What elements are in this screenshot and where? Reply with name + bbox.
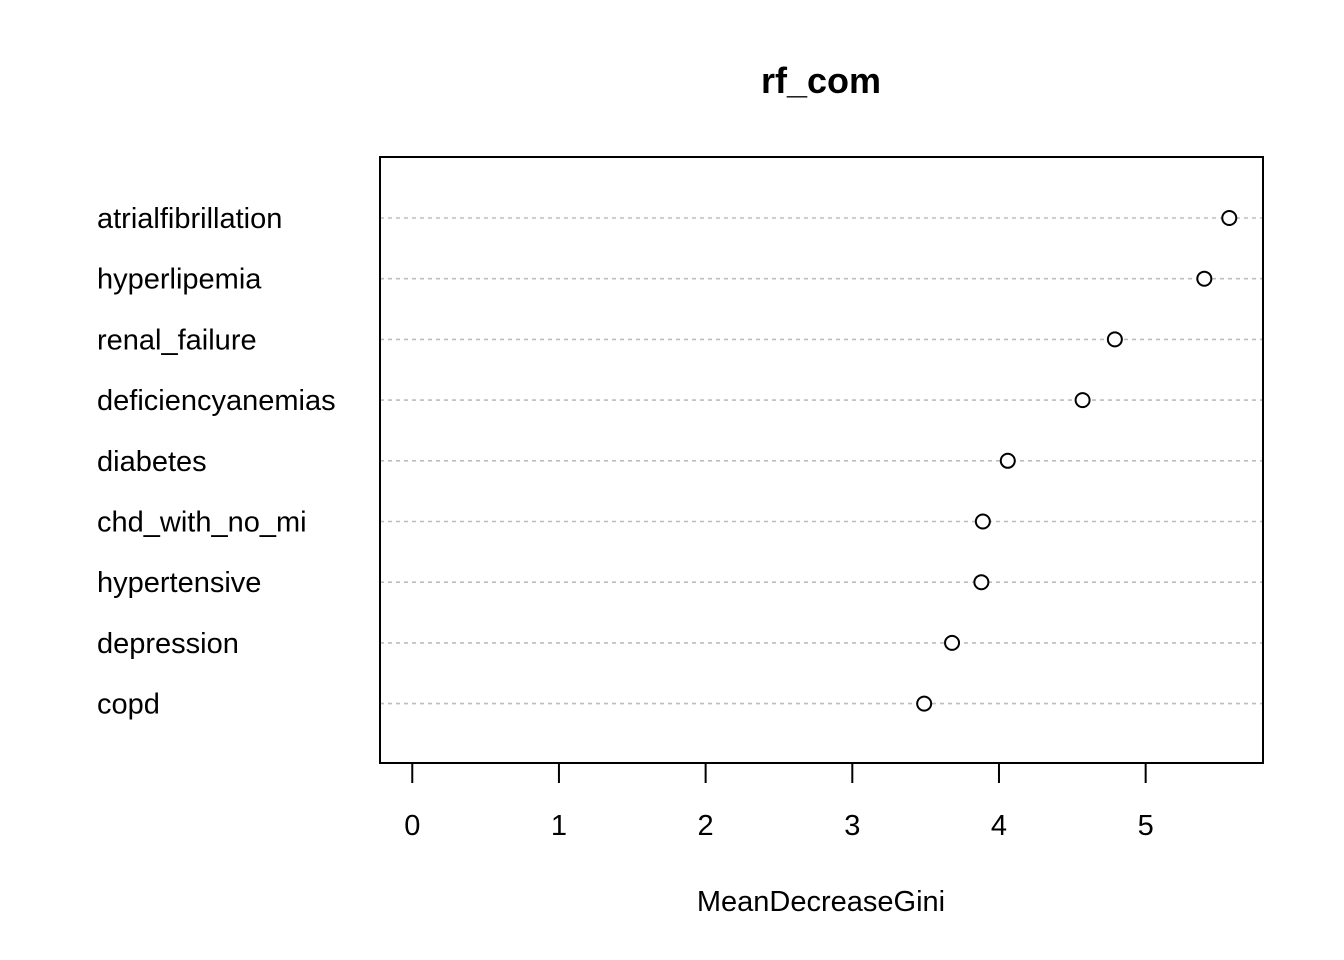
category-label-copd: copd [97, 689, 160, 721]
grid-lines [380, 217, 1263, 705]
chart-title: rf_com [761, 60, 881, 101]
category-label-diabetes: diabetes [97, 446, 207, 478]
data-point-diabetes [999, 452, 1016, 469]
x-axis: 0 1 2 3 4 5 [404, 763, 1154, 842]
x-tick-label-0: 0 [404, 810, 420, 842]
data-point-depression [944, 634, 961, 651]
data-point-atrialfibrillation [1221, 210, 1238, 226]
x-tick-label-4: 4 [991, 810, 1007, 842]
data-point-renal-failure [1106, 331, 1123, 348]
x-tick-label-2: 2 [698, 810, 714, 842]
x-tick-label-3: 3 [844, 810, 860, 842]
data-point-hypertensive [973, 574, 990, 591]
x-tick-label-1: 1 [551, 810, 567, 842]
plot-frame [379, 156, 1264, 764]
category-label-renal-failure: renal_failure [97, 324, 257, 356]
category-label-deficiencyanemias: deficiencyanemias [97, 385, 336, 417]
x-axis-label: MeanDecreaseGini [697, 886, 945, 918]
category-label-atrialfibrillation: atrialfibrillation [97, 203, 282, 235]
category-labels: atrialfibrillation hyperlipemia renal_fail… [97, 203, 336, 721]
category-label-depression: depression [97, 628, 239, 660]
category-label-chd-with-no-mi: chd_with_no_mi [97, 507, 307, 539]
data-point-chd-with-no-mi [974, 513, 991, 530]
data-point-hyperlipemia [1196, 270, 1213, 287]
category-label-hypertensive: hypertensive [97, 567, 261, 599]
data-point-copd [916, 695, 933, 712]
x-tick-label-5: 5 [1138, 810, 1154, 842]
category-label-hyperlipemia: hyperlipemia [97, 264, 262, 296]
data-point-deficiencyanemias [1074, 392, 1091, 409]
data-points [916, 210, 1238, 712]
